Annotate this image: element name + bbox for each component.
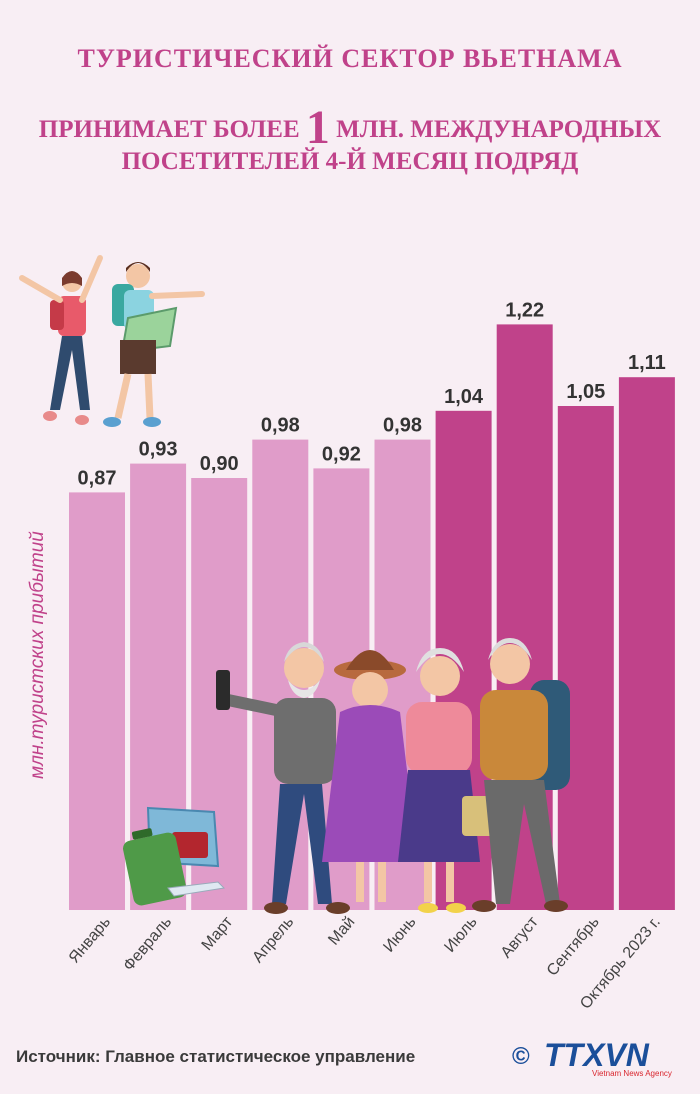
young-tourists-illustration xyxy=(19,255,205,427)
x-tick-labels-group: Январь Февраль Март Апрель Май Июнь Июль Август… xyxy=(66,913,664,1012)
logo-text: TTXVN xyxy=(544,1037,650,1073)
ttxvn-logo: © TTXVN Vietnam News Agency xyxy=(512,1037,672,1078)
value-label-9: 1,11 xyxy=(628,352,666,374)
x-tick-label-8: Сентябрь xyxy=(544,914,603,980)
value-label-6: 1,04 xyxy=(444,386,484,408)
bar-0 xyxy=(69,492,125,910)
value-labels-group: 0,87 0,93 0,90 0,98 0,92 0,98 1,04 1,22 1,05 1,11 xyxy=(78,299,666,489)
x-tick-label-3: Апрель xyxy=(249,914,297,967)
subtitle-number: 1 xyxy=(305,101,330,154)
value-label-2: 0,90 xyxy=(200,453,239,475)
elderly-tourists-illustration xyxy=(216,638,570,914)
subtitle-post: МЛН. МЕЖДУНАРОДНЫХ xyxy=(336,116,662,143)
subtitle-line3: ПОСЕТИТЕЛЕЙ 4-Й МЕСЯЦ ПОДРЯД xyxy=(121,148,579,175)
chart-subtitle: ПРИНИМАЕТ БОЛЕЕ 1 МЛН. МЕЖДУНАРОДНЫХ ПОС… xyxy=(0,104,700,178)
x-tick-label-0: Январь xyxy=(66,914,114,967)
value-label-7: 1,22 xyxy=(505,299,544,321)
x-tick-label-1: Февраль xyxy=(120,914,175,975)
value-label-3: 0,98 xyxy=(261,415,300,437)
value-label-4: 0,92 xyxy=(322,443,361,465)
x-tick-label-7: Август xyxy=(498,913,542,961)
source-note: Источник: Главное статистическое управле… xyxy=(16,1047,416,1066)
value-label-5: 0,98 xyxy=(383,415,422,437)
bar-9 xyxy=(618,377,675,910)
chart-title: ТУРИСТИЧЕСКИЙ СЕКТОР ВЬЕТНАМА xyxy=(77,44,623,73)
value-label-0: 0,87 xyxy=(78,467,117,489)
copyright-symbol: © xyxy=(512,1043,530,1070)
subtitle-pre: ПРИНИМАЕТ БОЛЕЕ xyxy=(38,116,300,143)
x-tick-label-4: Май xyxy=(325,914,358,949)
suitcase-illustration xyxy=(123,806,226,906)
x-tick-label-6: Июль xyxy=(441,914,480,956)
logo-subtext: Vietnam News Agency xyxy=(592,1069,672,1078)
x-tick-label-2: Март xyxy=(199,913,237,954)
value-label-1: 0,93 xyxy=(139,439,178,461)
x-tick-label-5: Июнь xyxy=(380,914,419,956)
bar-8 xyxy=(557,406,614,910)
value-label-8: 1,05 xyxy=(566,381,605,403)
